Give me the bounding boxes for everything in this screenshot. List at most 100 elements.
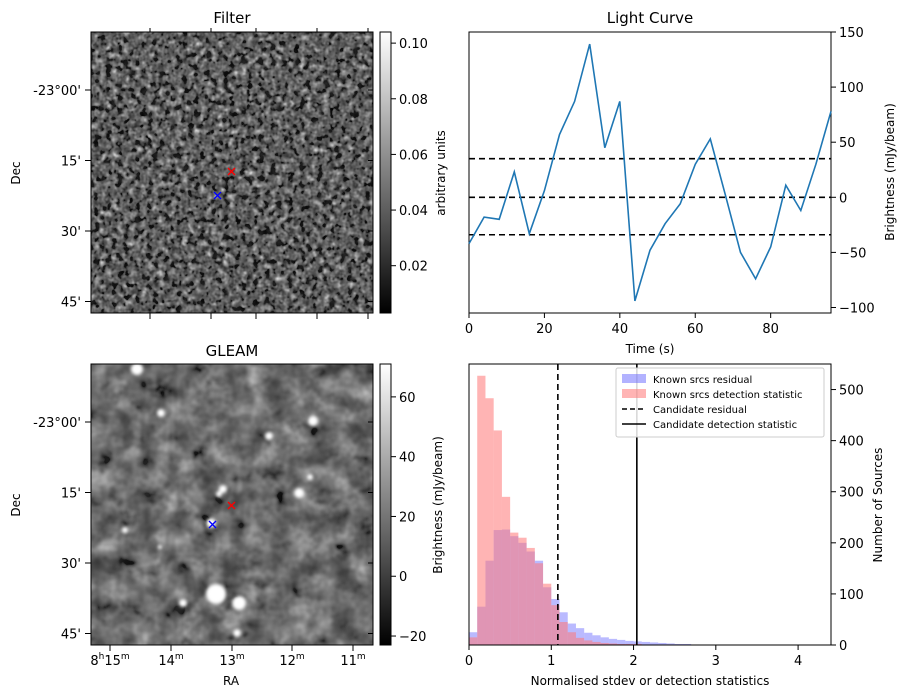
gleam-ra-tick-label: 14m (158, 652, 183, 669)
histogram-left-ylabel: Brightness (mJy/beam) (431, 436, 445, 574)
histogram-bar (526, 547, 535, 645)
gleam-ra-tick-label: 13m (219, 652, 244, 669)
filter-colorbar-label: arbitrary units (434, 130, 448, 216)
histogram-bar (584, 632, 593, 645)
histogram-y-tick-label: 100 (839, 588, 864, 603)
gleam-dec-tick-label: 15' (61, 487, 81, 502)
histogram-y-tick-label: 500 (839, 384, 864, 399)
gleam-colorbar-tick-label: 60 (399, 391, 416, 406)
histogram-x-tick-label: 3 (712, 654, 720, 669)
histogram-bar (543, 583, 552, 645)
light-curve-y-ticks: 150 100 50 0 −50 −100 (831, 26, 875, 316)
gleam-ra-label: RA (223, 674, 240, 688)
gleam-colorbar-ticks: 60 40 20 0 −20 (391, 391, 426, 645)
light-curve-series (468, 43, 832, 302)
histogram-bar (617, 643, 626, 645)
histogram-bar (600, 637, 609, 645)
filter-dec-label: Dec (9, 161, 23, 184)
histogram-bar (650, 642, 659, 645)
gleam-reference-marker (208, 520, 217, 529)
histogram-bar (477, 375, 486, 645)
legend-entry-residual: Known srcs residual (653, 375, 752, 386)
histogram-x-tick-label: 0 (465, 654, 473, 669)
histogram-bar (559, 622, 568, 645)
gleam-dec-ticks: -23°00' 15' 30' 45' (33, 416, 373, 643)
filter-colorbar-ticks: 0.10 0.08 0.06 0.04 0.02 (391, 37, 428, 275)
legend-entry-candidate-residual: Candidate residual (653, 405, 747, 416)
gleam-image (91, 364, 373, 645)
filter-colorbar-tick-label: 0.08 (399, 93, 428, 108)
filter-dec-ticks: -23°00' 15' 30' 45' (33, 28, 373, 319)
histogram-bar (633, 641, 642, 645)
histogram-legend: Known srcs residual Known srcs detection… (615, 367, 825, 438)
filter-colorbar-tick-label: 0.10 (399, 37, 428, 52)
histogram-bar (534, 563, 544, 645)
filter-candidate-marker (227, 167, 236, 176)
light-curve-x-tick-label: 0 (465, 322, 473, 337)
filter-colorbar (379, 31, 392, 314)
light-curve-x-tick-label: 60 (687, 322, 704, 337)
histogram-panel: 0 1 2 3 4 500 400 300 200 100 0 Normalised stdev … (431, 363, 885, 688)
filter-colorbar-tick-label: 0.04 (399, 204, 428, 219)
histogram-bar (584, 640, 593, 645)
light-curve-xlabel: Time (s) (625, 342, 675, 356)
filter-colorbar-tick-label: 0.02 (399, 260, 428, 275)
gleam-colorbar-tick-label: 20 (399, 510, 416, 525)
histogram-bar (617, 639, 626, 645)
histogram-y-tick-label: 200 (839, 537, 864, 552)
gleam-dec-label: Dec (9, 493, 23, 516)
histogram-x-ticks: 0 1 2 3 4 (465, 645, 802, 669)
gleam-dec-tick-label: -23°00' (33, 416, 81, 431)
histogram-bar (625, 643, 634, 645)
filter-colorbar-tick-label: 0.06 (399, 148, 428, 163)
filter-dec-tick-label: -23°00' (33, 84, 81, 99)
light-curve-x-ticks: 0 20 40 60 80 (465, 313, 779, 337)
light-curve-title: Light Curve (607, 9, 693, 27)
histogram-x-tick-label: 4 (794, 654, 802, 669)
gleam-dec-tick-label: 30' (61, 557, 81, 572)
histogram-bar (501, 496, 511, 645)
histogram-bar (666, 643, 675, 645)
light-curve-y-tick-label: 0 (839, 191, 847, 206)
histogram-bar (469, 637, 478, 645)
histogram-xlabel: Normalised stdev or detection statistics (531, 674, 770, 688)
histogram-bar (575, 637, 585, 645)
histogram-bar (600, 642, 609, 645)
legend-swatch-residual (622, 374, 646, 383)
light-curve-panel: Light Curve 0 20 40 60 80 150 100 50 0 −50 −100 T… (465, 9, 897, 356)
gleam-title: GLEAM (206, 342, 259, 360)
light-curve-y-tick-label: 100 (839, 81, 864, 96)
histogram-bar (608, 643, 618, 645)
filter-panel: Filter -23°00' 15' 30' 45' Dec 0.10 0.08 0.06… (9, 9, 448, 319)
light-curve-y-tick-label: −50 (839, 246, 866, 261)
histogram-y-tick-label: 400 (839, 435, 864, 450)
histogram-bar (518, 537, 527, 645)
histogram-bar (633, 643, 642, 645)
histogram-bar (658, 642, 667, 645)
histogram-bar (592, 641, 601, 645)
gleam-colorbar-tick-label: 40 (399, 451, 416, 466)
histogram-bar (493, 430, 502, 645)
light-curve-y-tick-label: 50 (839, 136, 856, 151)
gleam-panel: GLEAM (9, 342, 426, 688)
light-curve-y-tick-label: 150 (839, 26, 864, 41)
gleam-dec-tick-label: 45' (61, 628, 81, 643)
filter-dec-tick-label: 30' (61, 225, 81, 240)
histogram-bar (510, 532, 519, 645)
histogram-bar (641, 641, 650, 645)
gleam-colorbar-tick-label: 0 (399, 570, 407, 585)
legend-entry-candidate-detection: Candidate detection statistic (653, 420, 797, 431)
histogram-axes (468, 363, 832, 646)
gleam-colorbar (379, 363, 392, 646)
gleam-ra-tick-label: 11m (340, 652, 365, 669)
histogram-bar (625, 640, 634, 645)
gleam-colorbar-tick-label: −20 (399, 630, 426, 645)
histogram-bar (608, 638, 618, 645)
light-curve-ylabel: Brightness (mJy/beam) (883, 103, 897, 241)
legend-entry-detection: Known srcs detection statistic (653, 390, 802, 401)
histogram-bar (485, 398, 494, 645)
histogram-bar (575, 628, 585, 645)
gleam-ra-tick-label: 12m (279, 652, 304, 669)
light-curve-x-tick-label: 80 (762, 322, 779, 337)
filter-dec-tick-label: 15' (61, 155, 81, 170)
